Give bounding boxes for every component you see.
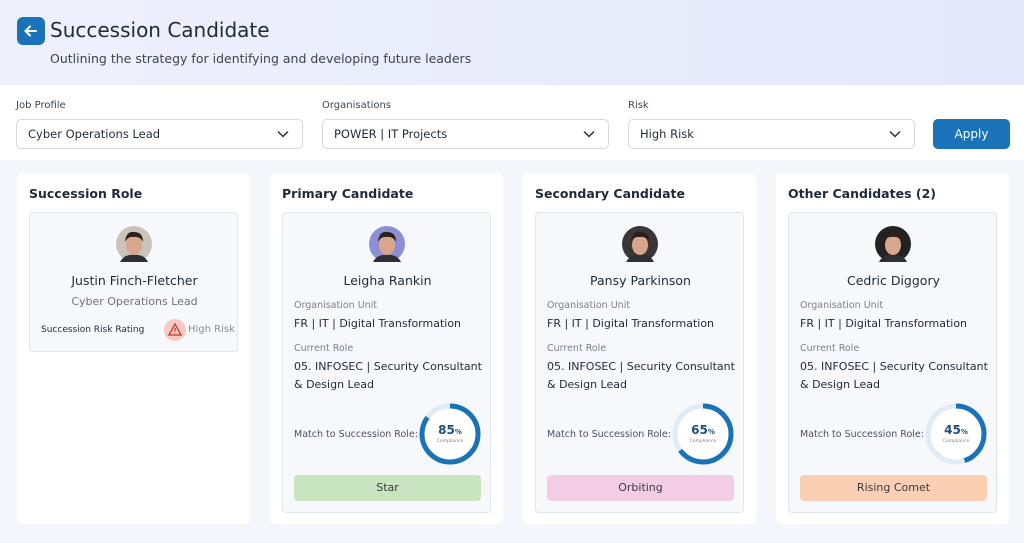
avatar-body xyxy=(120,254,148,262)
avatar-body xyxy=(373,254,401,262)
org-value: FR | IT | Digital Transformation xyxy=(800,317,968,330)
match-number: 85 xyxy=(438,423,455,437)
role-label: Current Role xyxy=(547,343,607,354)
role-panel: Justin Finch-Fletcher Cyber Operations Le… xyxy=(29,212,238,352)
status-badge: Star xyxy=(294,475,481,501)
avatar-hair xyxy=(378,231,396,242)
match-value: 85% xyxy=(418,423,482,437)
match-value: 65% xyxy=(671,423,735,437)
donut-arc xyxy=(925,403,987,465)
match-caption: Compliance xyxy=(689,439,717,444)
match-unit: % xyxy=(707,428,715,436)
card-heading: Other Candidates (2) xyxy=(788,186,936,201)
candidate-panel: Leigha Rankin Organisation Unit FR | IT | … xyxy=(282,212,491,513)
risk-icon-triangle xyxy=(167,322,183,336)
match-caption: Compliance xyxy=(942,439,970,444)
avatar-hair xyxy=(631,231,649,242)
person-name: Justin Finch-Fletcher xyxy=(71,273,198,288)
candidate-panel: Cedric Diggory Organisation Unit FR | IT |… xyxy=(788,212,997,513)
status-badge: Orbiting xyxy=(547,475,734,501)
card: Primary Candidate Leigha Rankin Organisati… xyxy=(270,173,503,524)
chevron-path xyxy=(889,130,901,138)
card-heading: Secondary Candidate xyxy=(535,186,685,201)
role-value: 05. INFOSEC | Security Consultant & Desi… xyxy=(547,360,735,391)
person-name: Pansy Parkinson xyxy=(590,273,691,288)
avatar-body xyxy=(879,254,907,262)
dropdown-value: High Risk xyxy=(640,127,694,141)
match-number: 45 xyxy=(944,423,961,437)
page-subtitle: Outlining the strategy for identifying a… xyxy=(50,51,472,66)
filter-bar: Job Profile Cyber Operations Lead Organisa… xyxy=(0,85,1024,160)
chevron-path xyxy=(583,130,595,138)
card: Succession Role Justin Finch-Fletcher Cybe… xyxy=(17,173,250,524)
dropdown[interactable]: High Risk xyxy=(628,119,915,149)
avatar xyxy=(116,226,152,262)
candidate-panel: Pansy Parkinson Organisation Unit FR | IT … xyxy=(535,212,744,513)
risk-label: Succession Risk Rating xyxy=(41,325,145,335)
donut-arc xyxy=(419,403,481,465)
apply-button[interactable]: Apply xyxy=(933,119,1010,149)
risk-value: High Risk xyxy=(188,324,235,335)
filter-label: Risk xyxy=(628,100,649,111)
match-label: Match to Succession Role: xyxy=(294,429,418,440)
org-value: FR | IT | Digital Transformation xyxy=(294,317,462,330)
avatar-face xyxy=(885,235,901,255)
role-title: Cyber Operations Lead xyxy=(71,295,198,308)
person-name: Leigha Rankin xyxy=(343,273,432,288)
back-button[interactable] xyxy=(17,17,45,45)
chevron xyxy=(583,130,595,138)
match-value: 45% xyxy=(924,423,988,437)
match-donut xyxy=(672,403,734,465)
page-title: Succession Candidate xyxy=(50,18,270,42)
role-value: 05. INFOSEC | Security Consultant & Desi… xyxy=(294,360,482,391)
filter-label: Organisations xyxy=(322,100,392,111)
avatar xyxy=(369,226,405,262)
person-name: Cedric Diggory xyxy=(847,273,940,288)
role-value: 05. INFOSEC | Security Consultant & Desi… xyxy=(800,360,988,391)
match-unit: % xyxy=(454,428,462,436)
match-label: Match to Succession Role: xyxy=(800,429,924,440)
match-donut xyxy=(419,403,481,465)
dropdown[interactable]: Cyber Operations Lead xyxy=(16,119,303,149)
dropdown-value: POWER | IT Projects xyxy=(334,127,448,141)
avatar-hair xyxy=(884,231,902,242)
avatar-hair xyxy=(125,231,143,242)
chevron xyxy=(889,130,901,138)
match-donut xyxy=(925,403,987,465)
org-label: Organisation Unit xyxy=(547,300,631,311)
org-value: FR | IT | Digital Transformation xyxy=(547,317,715,330)
match-label: Match to Succession Role: xyxy=(547,429,671,440)
card-heading: Succession Role xyxy=(29,186,143,201)
back-icon xyxy=(24,25,37,37)
role-label: Current Role xyxy=(294,343,354,354)
card: Secondary Candidate Pansy Parkinson Organi… xyxy=(523,173,756,524)
match-caption: Compliance xyxy=(436,439,464,444)
filter-label: Job Profile xyxy=(16,100,66,111)
match-number: 65 xyxy=(691,423,708,437)
chevron-path xyxy=(277,130,289,138)
card-heading: Primary Candidate xyxy=(282,186,414,201)
avatar xyxy=(875,226,911,262)
dropdown[interactable]: POWER | IT Projects xyxy=(322,119,609,149)
chevron xyxy=(277,130,289,138)
avatar-face xyxy=(632,235,648,255)
card: Other Candidates (2) Cedric Diggory Organi… xyxy=(776,173,1009,524)
avatar-face xyxy=(126,235,142,255)
dropdown-value: Cyber Operations Lead xyxy=(28,127,161,141)
avatar-face xyxy=(379,235,395,255)
avatar-body xyxy=(626,254,654,262)
org-label: Organisation Unit xyxy=(294,300,378,311)
match-unit: % xyxy=(960,428,968,436)
status-badge: Rising Comet xyxy=(800,475,987,501)
risk-icon xyxy=(164,319,186,341)
role-label: Current Role xyxy=(800,343,860,354)
org-label: Organisation Unit xyxy=(800,300,884,311)
header: Succession Candidate Outlining the strat… xyxy=(0,0,1024,85)
avatar xyxy=(622,226,658,262)
donut-arc xyxy=(672,403,734,465)
